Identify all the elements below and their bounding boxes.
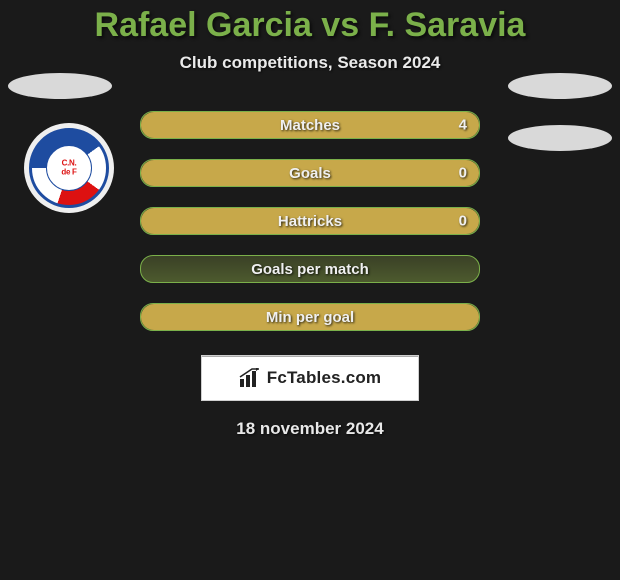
- nacional-emblem-icon: C.N.de F: [29, 128, 109, 208]
- stat-row-hattricks: Hattricks 0: [140, 207, 480, 235]
- stat-row-goals_per_match: Goals per match: [140, 255, 480, 283]
- stat-value-right: 0: [459, 213, 467, 230]
- subtitle: Club competitions, Season 2024: [0, 53, 620, 73]
- stat-label: Hattricks: [278, 213, 342, 230]
- right-player-badge-placeholder-1: [508, 73, 612, 99]
- stat-label: Matches: [280, 117, 340, 134]
- stats-area: C.N.de F Matches 4 Goals 0 Hattricks 0 Goals p…: [0, 73, 620, 439]
- stat-row-goals: Goals 0: [140, 159, 480, 187]
- stat-row-matches: Matches 4: [140, 111, 480, 139]
- comparison-card: Rafael Garcia vs F. Saravia Club competi…: [0, 0, 620, 580]
- bar-chart-icon: [239, 368, 263, 388]
- stat-rows: Matches 4 Goals 0 Hattricks 0 Goals per match M…: [140, 111, 480, 331]
- stat-label: Goals: [289, 165, 331, 182]
- stat-label: Goals per match: [251, 261, 369, 278]
- emblem-text: C.N.de F: [61, 159, 76, 177]
- stat-row-min_per_goal: Min per goal: [140, 303, 480, 331]
- date-text: 18 november 2024: [0, 419, 620, 439]
- page-title: Rafael Garcia vs F. Saravia: [0, 0, 620, 45]
- left-player-badge-placeholder: [8, 73, 112, 99]
- stat-label: Min per goal: [266, 309, 354, 326]
- left-player-club-emblem: C.N.de F: [24, 123, 114, 213]
- branding-box[interactable]: FcTables.com: [201, 355, 419, 401]
- stat-value-right: 4: [459, 117, 467, 134]
- stat-value-right: 0: [459, 165, 467, 182]
- branding-label: FcTables.com: [267, 368, 382, 388]
- right-player-badge-placeholder-2: [508, 125, 612, 151]
